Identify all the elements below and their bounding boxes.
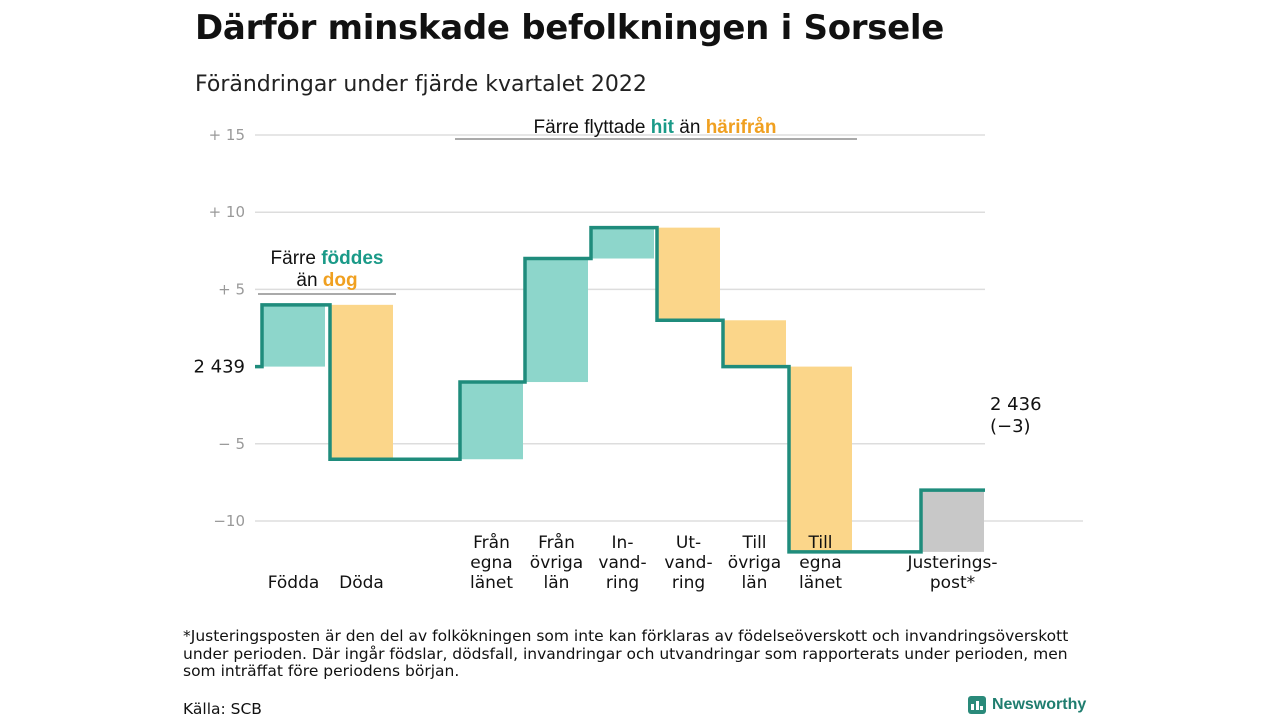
cumulative-step-line	[255, 225, 985, 554]
bar-increase	[525, 258, 588, 383]
brand-name: Newsworthy	[992, 696, 1087, 713]
chart-title: Därför minskade befolkningen i Sorsele	[195, 8, 945, 48]
category-label: vand-	[598, 553, 646, 573]
moved-annotation-text: än	[674, 117, 706, 138]
bar-adjustment	[921, 490, 984, 552]
start-value-label: 2 439	[193, 357, 245, 378]
moved-annotation: Färre flyttade hit än härifrån	[534, 117, 777, 138]
category-label: Döda	[339, 573, 384, 593]
bar-layer	[262, 227, 984, 552]
newsworthy-logo-icon	[968, 696, 986, 714]
y-tick-label: + 15	[209, 126, 245, 144]
bar-increase	[460, 382, 523, 460]
moved-annotation-highlight: härifrån	[706, 117, 777, 138]
born-annotation-text: Färre	[271, 248, 322, 269]
category-label: Ut-	[676, 533, 701, 553]
moved-annotation-text: Färre flyttade	[534, 117, 651, 138]
source-note: Källa: SCB	[183, 700, 262, 718]
category-label: Till	[807, 533, 832, 553]
y-tick-label: −10	[213, 512, 245, 530]
bar-increase	[591, 227, 654, 259]
bar-decrease	[789, 366, 852, 552]
bar-decrease	[723, 320, 786, 367]
category-label: egna	[470, 553, 512, 573]
born-annotation-highlight: dog	[323, 270, 358, 291]
y-tick-label: + 5	[218, 280, 245, 298]
category-label: Till	[741, 533, 766, 553]
category-label: vand-	[664, 553, 712, 573]
category-label: länet	[799, 573, 842, 593]
category-label: övriga	[728, 553, 781, 573]
category-label: In-	[612, 533, 634, 553]
category-label: län	[742, 573, 768, 593]
category-label: egna	[799, 553, 841, 573]
waterfall-chart: + 15 + 10 + 5 − 5 −10 2 439 2 436(−3) Födda Död…	[193, 117, 1083, 593]
category-label: Från	[473, 532, 510, 553]
bar-increase	[262, 304, 325, 367]
category-label: ring	[672, 573, 705, 593]
category-label: Från	[538, 532, 575, 553]
chart-subtitle: Förändringar under fjärde kvartalet 2022	[195, 72, 647, 97]
born-annotation-text: än	[296, 270, 322, 291]
category-label: län	[544, 573, 570, 593]
line-layer	[255, 225, 985, 554]
category-label: ring	[606, 573, 639, 593]
bar-decrease	[330, 304, 393, 460]
y-tick-label: − 5	[218, 435, 245, 453]
end-value-label: 2 436	[990, 394, 1042, 415]
brand-logo: Newsworthy	[968, 696, 1086, 714]
born-annotation-highlight: föddes	[321, 248, 383, 269]
category-label: länet	[470, 573, 513, 593]
end-change-label: (−3)	[990, 416, 1031, 437]
born-annotation-line1: Färre föddes	[271, 248, 384, 269]
bar-decrease	[657, 227, 720, 321]
moved-annotation-highlight: hit	[651, 117, 675, 138]
born-annotation-line2: än dog	[296, 270, 357, 291]
category-label: Justerings-	[906, 553, 997, 573]
y-tick-label: + 10	[209, 203, 245, 221]
category-label: post*	[930, 573, 975, 593]
category-label: Födda	[268, 573, 320, 593]
category-label: övriga	[530, 553, 583, 573]
footnote: *Justeringsposten är den del av folkökni…	[183, 627, 1069, 680]
